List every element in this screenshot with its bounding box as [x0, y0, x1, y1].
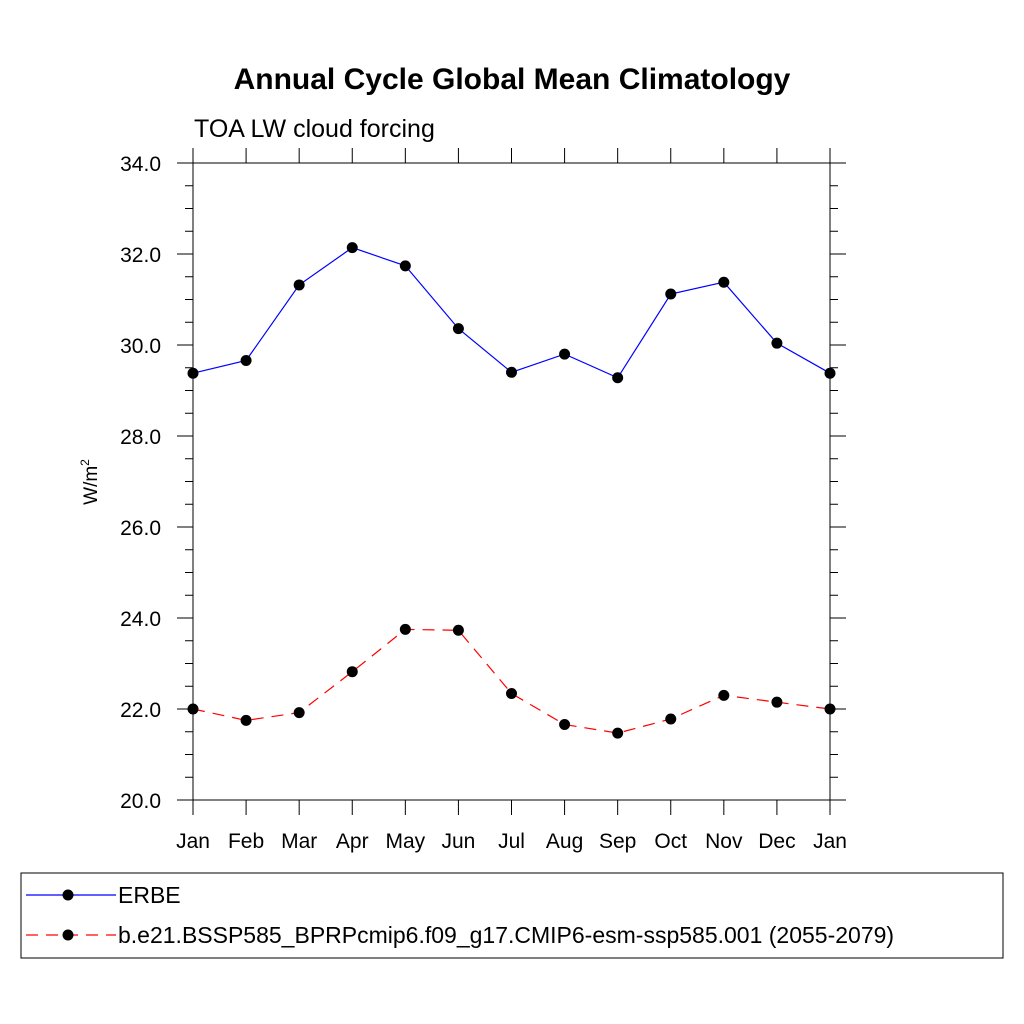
data-point-model — [452, 624, 464, 636]
y-axis-label-superscript: 2 — [78, 459, 92, 466]
y-tick-label: 34.0 — [120, 153, 161, 176]
y-tick-label: 30.0 — [120, 335, 161, 358]
data-point-model — [771, 696, 783, 708]
x-tick-label: Jan — [813, 830, 847, 853]
series-layer — [187, 242, 836, 739]
x-tick-label: Apr — [336, 830, 369, 853]
y-tick-label: 32.0 — [120, 244, 161, 267]
data-point-model — [399, 623, 411, 635]
legend: ERBE b.e21.BSSP585_BPRPcmip6.f09_g17.CMI… — [20, 872, 1004, 959]
data-point-erbe — [346, 242, 358, 254]
data-point-erbe — [293, 279, 305, 291]
plot-frame — [192, 162, 831, 801]
data-point-erbe — [612, 372, 624, 384]
x-tick-label: Aug — [546, 830, 583, 853]
x-tick-label: Feb — [228, 830, 264, 853]
axes — [177, 148, 846, 815]
data-point-model — [612, 727, 624, 739]
data-point-erbe — [665, 288, 677, 300]
data-point-model — [187, 703, 199, 715]
y-axis-label-base: W/m — [81, 466, 102, 505]
chart-subtitle: TOA LW cloud forcing — [194, 115, 435, 143]
data-point-model — [665, 713, 677, 725]
data-point-erbe — [559, 348, 571, 360]
series-line-model — [192, 628, 831, 734]
legend-marker-erbe — [62, 889, 74, 901]
data-point-model — [559, 718, 571, 730]
y-tick-label: 26.0 — [120, 517, 161, 540]
y-tick-label: 28.0 — [120, 426, 161, 449]
data-point-model — [824, 703, 836, 715]
legend-marker-model — [62, 929, 74, 941]
data-point-erbe — [187, 367, 199, 379]
x-tick-label: Dec — [758, 830, 795, 853]
data-point-erbe — [824, 367, 836, 379]
x-tick-label: Sep — [599, 830, 636, 853]
x-tick-label: Oct — [654, 830, 687, 853]
legend-box — [20, 872, 1004, 959]
x-tick-label: Jun — [441, 830, 475, 853]
x-tick-label: Nov — [705, 830, 743, 853]
data-point-model — [293, 707, 305, 719]
x-tick-label: Jan — [176, 830, 210, 853]
y-tick-label: 20.0 — [120, 790, 161, 813]
data-point-model — [240, 714, 252, 726]
x-tick-label: Mar — [281, 830, 317, 853]
data-point-erbe — [240, 354, 252, 366]
data-point-erbe — [771, 337, 783, 349]
legend-label-erbe: ERBE — [118, 882, 181, 908]
y-tick-label: 22.0 — [120, 699, 161, 722]
data-point-erbe — [452, 323, 464, 335]
data-point-model — [346, 666, 358, 678]
x-tick-label: Jul — [498, 830, 525, 853]
data-point-erbe — [506, 366, 517, 378]
y-tick-labels: 20.0 22.0 24.0 26.0 28.0 30.0 32.0 34.0 — [120, 153, 161, 813]
data-point-model — [506, 688, 517, 700]
chart-title: Annual Cycle Global Mean Climatology — [234, 63, 791, 96]
y-tick-label: 24.0 — [120, 608, 161, 631]
series-line-erbe — [192, 246, 831, 379]
x-tick-labels: Jan Feb Mar Apr May Jun Jul Aug Sep Oct Nov Dec Jan — [176, 830, 847, 853]
data-point-erbe — [399, 260, 411, 272]
y-axis-label: W/m2 — [78, 459, 102, 505]
data-point-erbe — [718, 276, 730, 288]
x-tick-label: May — [385, 830, 425, 853]
legend-label-model: b.e21.BSSP585_BPRPcmip6.f09_g17.CMIP6-es… — [118, 922, 894, 948]
data-point-model — [718, 689, 730, 701]
